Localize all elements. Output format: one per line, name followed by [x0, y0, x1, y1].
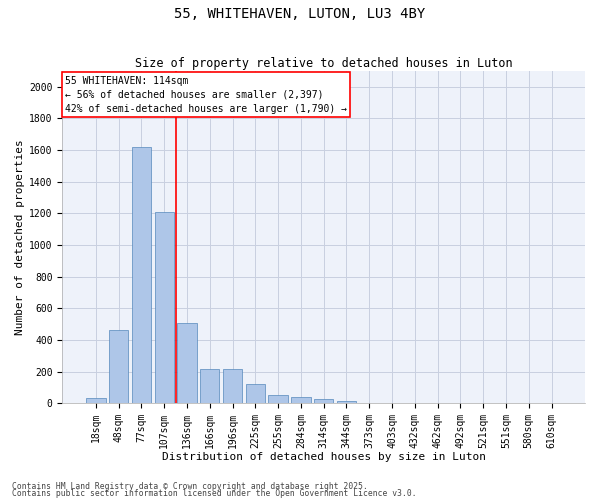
Text: 55 WHITEHAVEN: 114sqm
← 56% of detached houses are smaller (2,397)
42% of semi-d: 55 WHITEHAVEN: 114sqm ← 56% of detached …	[65, 76, 347, 114]
Bar	[223, 368, 242, 404]
Bar	[291, 397, 311, 404]
Bar	[132, 146, 151, 404]
X-axis label: Distribution of detached houses by size in Luton: Distribution of detached houses by size …	[161, 452, 485, 462]
Bar	[177, 324, 197, 404]
Title: Size of property relative to detached houses in Luton: Size of property relative to detached ho…	[135, 56, 512, 70]
Bar	[155, 212, 174, 404]
Y-axis label: Number of detached properties: Number of detached properties	[15, 139, 25, 335]
Bar	[268, 396, 288, 404]
Text: Contains public sector information licensed under the Open Government Licence v3: Contains public sector information licen…	[12, 490, 416, 498]
Bar	[200, 368, 220, 404]
Text: 55, WHITEHAVEN, LUTON, LU3 4BY: 55, WHITEHAVEN, LUTON, LU3 4BY	[175, 8, 425, 22]
Bar	[109, 330, 128, 404]
Bar	[86, 398, 106, 404]
Bar	[314, 400, 334, 404]
Bar	[337, 401, 356, 404]
Text: Contains HM Land Registry data © Crown copyright and database right 2025.: Contains HM Land Registry data © Crown c…	[12, 482, 368, 491]
Bar	[245, 384, 265, 404]
